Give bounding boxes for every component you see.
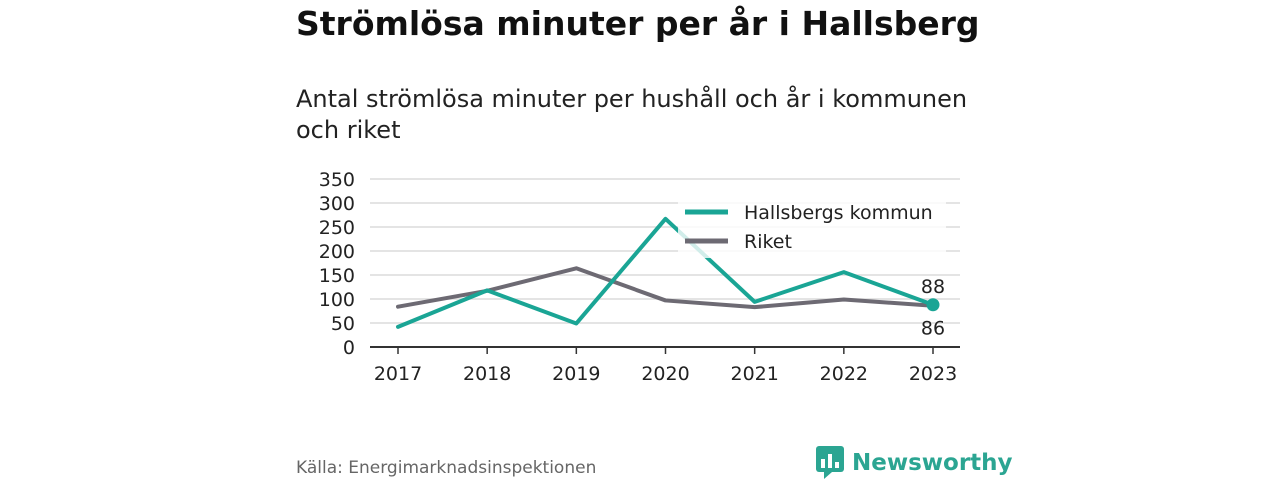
y-tick-label: 250 [319, 217, 355, 239]
brand-logo: Newsworthy [816, 446, 1013, 480]
legend-label: Riket [744, 231, 792, 253]
chart-title: Strömlösa minuter per år i Hallsberg [296, 4, 980, 43]
x-tick-label: 2020 [641, 363, 689, 385]
y-tick-label: 0 [343, 337, 355, 359]
x-tick-label: 2018 [463, 363, 511, 385]
y-tick-label: 300 [319, 193, 355, 215]
y-tick-label: 200 [319, 241, 355, 263]
x-tick-label: 2021 [730, 363, 778, 385]
y-tick-label: 350 [319, 169, 355, 191]
brand-name: Newsworthy [852, 450, 1013, 476]
x-tick-label: 2019 [552, 363, 600, 385]
legend-label: Hallsbergs kommun [744, 202, 933, 224]
legend-background [678, 196, 946, 258]
newsworthy-logo-icon [816, 446, 844, 479]
end-point-marker [926, 298, 940, 312]
y-tick-label: 100 [319, 289, 355, 311]
x-tick-label: 2022 [820, 363, 868, 385]
chart-subtitle: Antal strömlösa minuter per hushåll och … [296, 85, 968, 144]
end-value-label: 88 [921, 276, 945, 298]
x-tick-label: 2017 [374, 363, 422, 385]
end-value-label: 86 [921, 318, 945, 340]
source-note: Källa: Energimarknadsinspektionen [296, 458, 597, 478]
y-tick-label: 150 [319, 265, 355, 287]
x-tick-label: 2023 [909, 363, 957, 385]
series-line-hallsbergs-kommun [396, 216, 935, 329]
y-tick-label: 50 [331, 313, 355, 335]
